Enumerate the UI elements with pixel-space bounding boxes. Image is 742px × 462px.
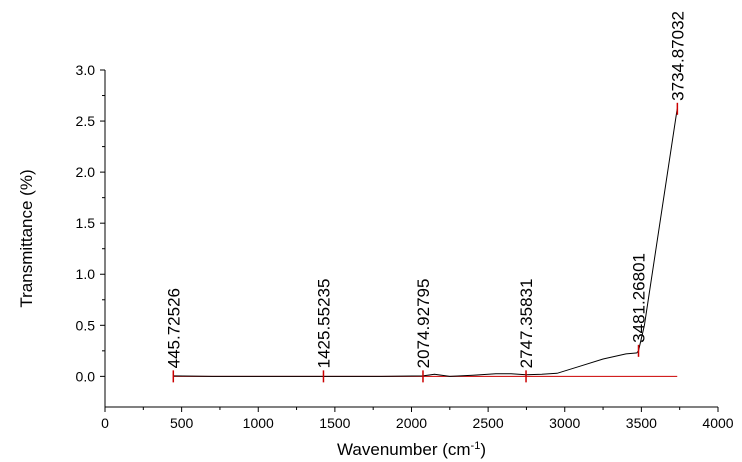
peak-label: 3481.26801 xyxy=(630,253,649,343)
spectrum-line xyxy=(173,108,678,377)
x-axis-label-main: Wavenumber (cm xyxy=(337,440,471,459)
x-tick-label: 2500 xyxy=(473,415,504,431)
x-tick-label: 0 xyxy=(101,415,109,431)
y-tick-label: 2.0 xyxy=(76,164,96,180)
peak-label: 2074.92795 xyxy=(414,279,433,369)
y-tick-label: 0.5 xyxy=(76,317,96,333)
x-tick-label: 2000 xyxy=(396,415,427,431)
y-tick-label: 1.5 xyxy=(76,215,96,231)
x-tick-label: 3500 xyxy=(626,415,657,431)
x-tick-label: 1000 xyxy=(243,415,274,431)
y-tick-label: 0.0 xyxy=(76,368,96,384)
peak-label: 1425.55235 xyxy=(314,279,333,369)
peak-label: 445.72526 xyxy=(164,288,183,368)
y-tick-label: 1.0 xyxy=(76,266,96,282)
peak-label: 3734.87032 xyxy=(668,11,687,101)
ticks: 0 500 1000 1500 2000 2500 3000 3500 4000 0.0 0.5 1.… xyxy=(76,62,734,431)
x-axis-label-superscript: -1 xyxy=(471,440,481,452)
x-tick-label: 500 xyxy=(170,415,194,431)
x-axis-label-end: ) xyxy=(480,440,486,459)
y-tick-label: 3.0 xyxy=(76,62,96,78)
x-tick-label: 3000 xyxy=(549,415,580,431)
axes xyxy=(104,70,718,408)
x-tick-label: 1500 xyxy=(319,415,350,431)
series xyxy=(173,108,678,377)
x-axis-label: Wavenumber (cm-1) xyxy=(337,440,486,459)
y-axis-label: Transmittance (%) xyxy=(17,169,36,307)
x-tick-label: 4000 xyxy=(702,415,733,431)
y-tick-label: 2.5 xyxy=(76,113,96,129)
peak-markers: 445.72526 1425.55235 2074.92795 2747.35831 3… xyxy=(164,11,687,383)
peak-label: 2747.35831 xyxy=(517,279,536,369)
